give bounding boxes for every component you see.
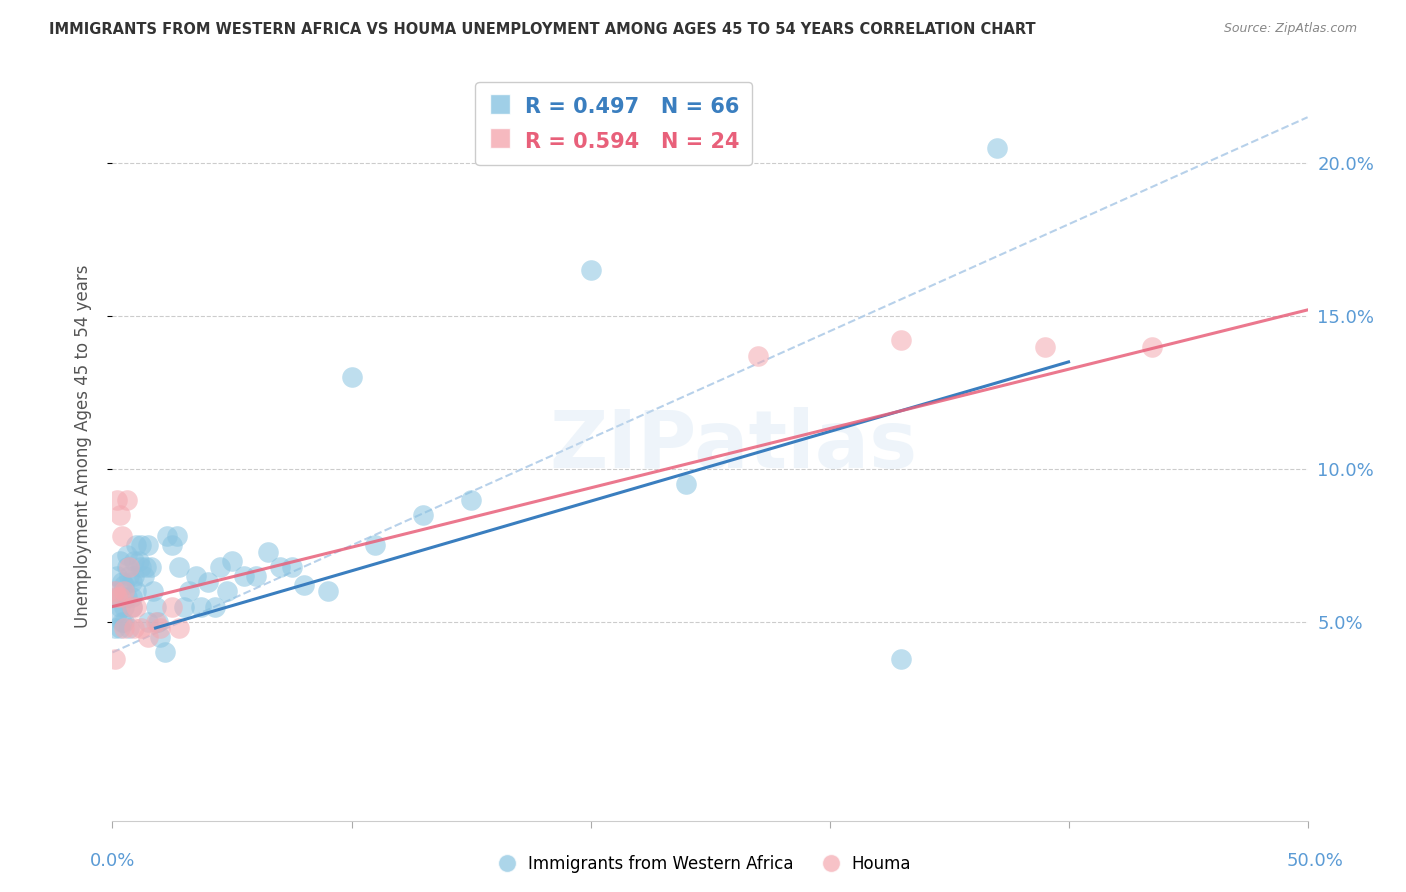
Point: [114, 578, 135, 592]
Point: [104, 651, 127, 665]
Point: [204, 599, 226, 614]
Point: [173, 599, 195, 614]
Point: [145, 599, 167, 614]
Point: [104, 621, 127, 635]
Point: [149, 630, 172, 644]
Point: [105, 591, 128, 605]
Point: [114, 584, 135, 599]
Point: [340, 370, 363, 384]
Point: [153, 645, 176, 659]
Point: [115, 559, 138, 574]
Point: [121, 591, 143, 605]
Point: [186, 569, 208, 583]
Point: [269, 559, 291, 574]
Legend: Immigrants from Western Africa, Houma: Immigrants from Western Africa, Houma: [488, 848, 918, 880]
Point: [121, 599, 143, 614]
Text: 50.0%: 50.0%: [1286, 852, 1343, 870]
Point: [890, 651, 912, 665]
Point: [135, 559, 157, 574]
Point: [162, 599, 183, 614]
Point: [156, 529, 179, 543]
Text: Source: ZipAtlas.com: Source: ZipAtlas.com: [1223, 22, 1357, 36]
Point: [118, 569, 141, 583]
Point: [412, 508, 434, 522]
Point: [122, 621, 145, 635]
Point: [111, 615, 134, 629]
Point: [292, 578, 315, 592]
Point: [675, 477, 697, 491]
Point: [139, 559, 162, 574]
Point: [190, 599, 212, 614]
Point: [169, 559, 191, 574]
Point: [104, 584, 127, 599]
Point: [209, 559, 232, 574]
Point: [118, 559, 141, 574]
Text: ZIPatlas: ZIPatlas: [550, 407, 918, 485]
Point: [460, 492, 482, 507]
Point: [166, 529, 188, 543]
Text: 0.0%: 0.0%: [90, 852, 135, 870]
Point: [129, 559, 152, 574]
Point: [747, 349, 769, 363]
Point: [145, 615, 167, 629]
Point: [257, 544, 280, 558]
Point: [146, 615, 169, 629]
Point: [169, 621, 191, 635]
Point: [1142, 340, 1164, 354]
Point: [114, 615, 135, 629]
Point: [162, 538, 183, 552]
Point: [579, 263, 602, 277]
Point: [104, 584, 127, 599]
Y-axis label: Unemployment Among Ages 45 to 54 years: Unemployment Among Ages 45 to 54 years: [73, 264, 91, 628]
Point: [121, 575, 143, 590]
Point: [125, 584, 148, 599]
Point: [138, 538, 160, 552]
Point: [121, 599, 143, 614]
Point: [118, 621, 141, 635]
Point: [111, 529, 134, 543]
Point: [105, 492, 128, 507]
Point: [108, 554, 131, 568]
Point: [111, 575, 134, 590]
Point: [125, 599, 148, 614]
Point: [122, 569, 145, 583]
Point: [125, 538, 148, 552]
Point: [115, 591, 138, 605]
Point: [114, 599, 135, 614]
Point: [105, 606, 128, 620]
Point: [197, 575, 219, 590]
Point: [105, 591, 128, 605]
Point: [108, 599, 131, 614]
Point: [890, 334, 912, 348]
Point: [129, 621, 152, 635]
Point: [316, 584, 339, 599]
Point: [108, 508, 131, 522]
Point: [105, 569, 128, 583]
Point: [1033, 340, 1056, 354]
Point: [281, 559, 304, 574]
Point: [115, 492, 138, 507]
Point: [122, 554, 145, 568]
Point: [108, 591, 131, 605]
Point: [364, 538, 387, 552]
Point: [138, 630, 160, 644]
Point: [986, 141, 1008, 155]
Point: [132, 569, 155, 583]
Point: [217, 584, 239, 599]
Text: IMMIGRANTS FROM WESTERN AFRICA VS HOUMA UNEMPLOYMENT AMONG AGES 45 TO 54 YEARS C: IMMIGRANTS FROM WESTERN AFRICA VS HOUMA …: [49, 22, 1036, 37]
Legend: R = 0.497   N = 66, R = 0.594   N = 24: R = 0.497 N = 66, R = 0.594 N = 24: [475, 82, 752, 165]
Point: [221, 554, 243, 568]
Point: [138, 615, 160, 629]
Point: [177, 584, 200, 599]
Point: [149, 621, 172, 635]
Point: [114, 621, 135, 635]
Point: [108, 621, 131, 635]
Point: [233, 569, 256, 583]
Point: [129, 538, 152, 552]
Point: [142, 584, 165, 599]
Point: [115, 548, 138, 562]
Point: [245, 569, 267, 583]
Point: [128, 554, 150, 568]
